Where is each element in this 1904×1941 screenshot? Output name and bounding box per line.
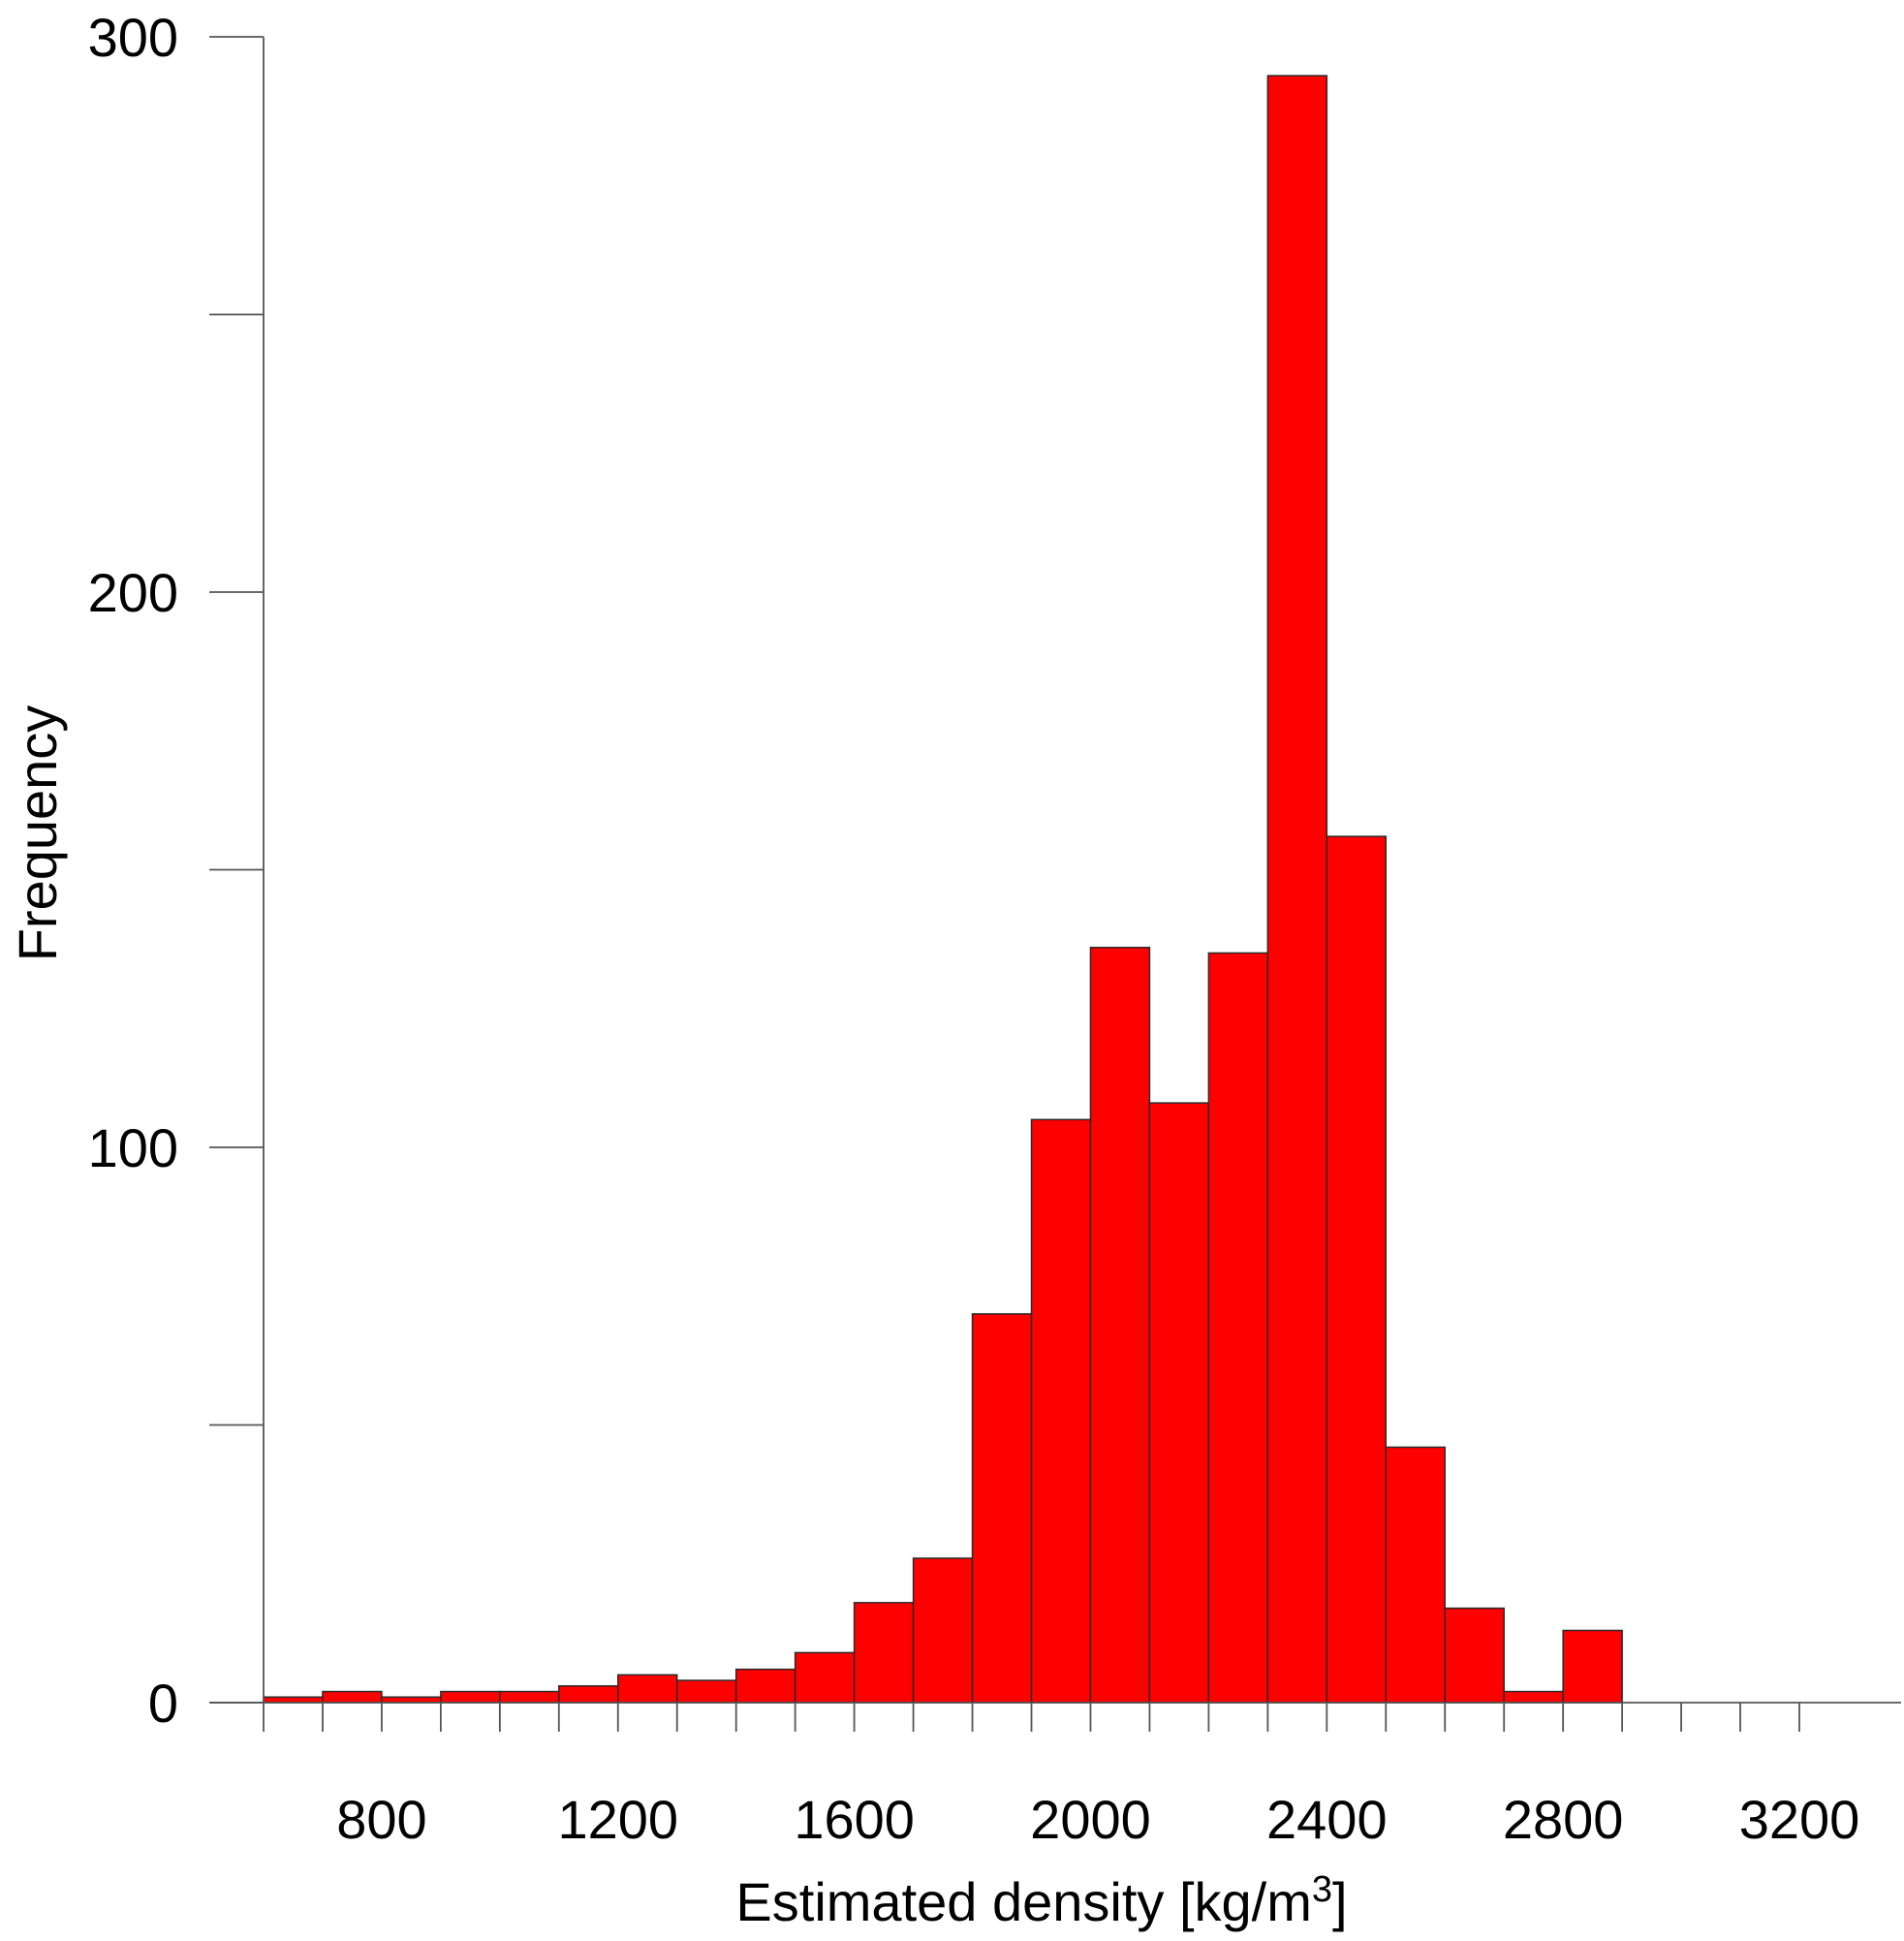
x-tick-label: 1200 — [557, 1789, 678, 1850]
histogram-bar — [1562, 1629, 1623, 1704]
x-tick-label: 2400 — [1266, 1789, 1388, 1850]
y-axis-ticks: 0 100 200 300 — [88, 7, 264, 1734]
histogram-bar — [1148, 1102, 1210, 1704]
histogram-bar — [322, 1690, 383, 1704]
histogram-bar — [499, 1690, 560, 1704]
x-tick-label: 3200 — [1739, 1789, 1860, 1850]
histogram-bar — [912, 1557, 974, 1704]
y-axis-title: Frequency — [7, 705, 68, 962]
x-tick-label: 800 — [336, 1789, 426, 1850]
histogram-bar — [1207, 952, 1269, 1704]
x-axis-title: Estimated density [kg/m3] — [735, 1869, 1347, 1932]
histogram-bar — [1266, 75, 1328, 1704]
histogram-bar — [971, 1313, 1033, 1704]
histogram-bar — [440, 1690, 501, 1704]
histogram-bar — [734, 1668, 796, 1704]
histogram-bar — [794, 1651, 856, 1704]
histogram-bars — [263, 75, 1623, 1704]
x-axis-title-superscript: 3 — [1312, 1869, 1332, 1910]
histogram-bar — [1030, 1118, 1092, 1704]
histogram-bar — [1089, 946, 1151, 1704]
y-tick-label: 100 — [88, 1117, 178, 1178]
y-tick-label: 200 — [88, 562, 178, 623]
histogram-bar — [558, 1685, 619, 1704]
x-axis-ticks: 800 1200 1600 2000 2400 2800 3200 — [263, 1703, 1860, 1850]
histogram-bar — [853, 1602, 915, 1704]
x-axis-title-main: Estimated density [kg/m — [735, 1871, 1311, 1932]
histogram-bar — [1326, 835, 1388, 1704]
y-tick-label: 0 — [148, 1673, 178, 1734]
x-axis-title-suffix: ] — [1332, 1871, 1348, 1932]
y-tick-label: 300 — [88, 7, 178, 68]
x-tick-label: 2000 — [1030, 1789, 1151, 1850]
histogram-bar — [1444, 1607, 1505, 1704]
histogram-bar — [617, 1674, 678, 1704]
histogram-bar — [675, 1679, 737, 1704]
x-tick-label: 2800 — [1503, 1789, 1624, 1850]
histogram-bar — [1503, 1690, 1564, 1704]
x-tick-label: 1600 — [794, 1789, 915, 1850]
histogram-bar — [1385, 1446, 1446, 1704]
